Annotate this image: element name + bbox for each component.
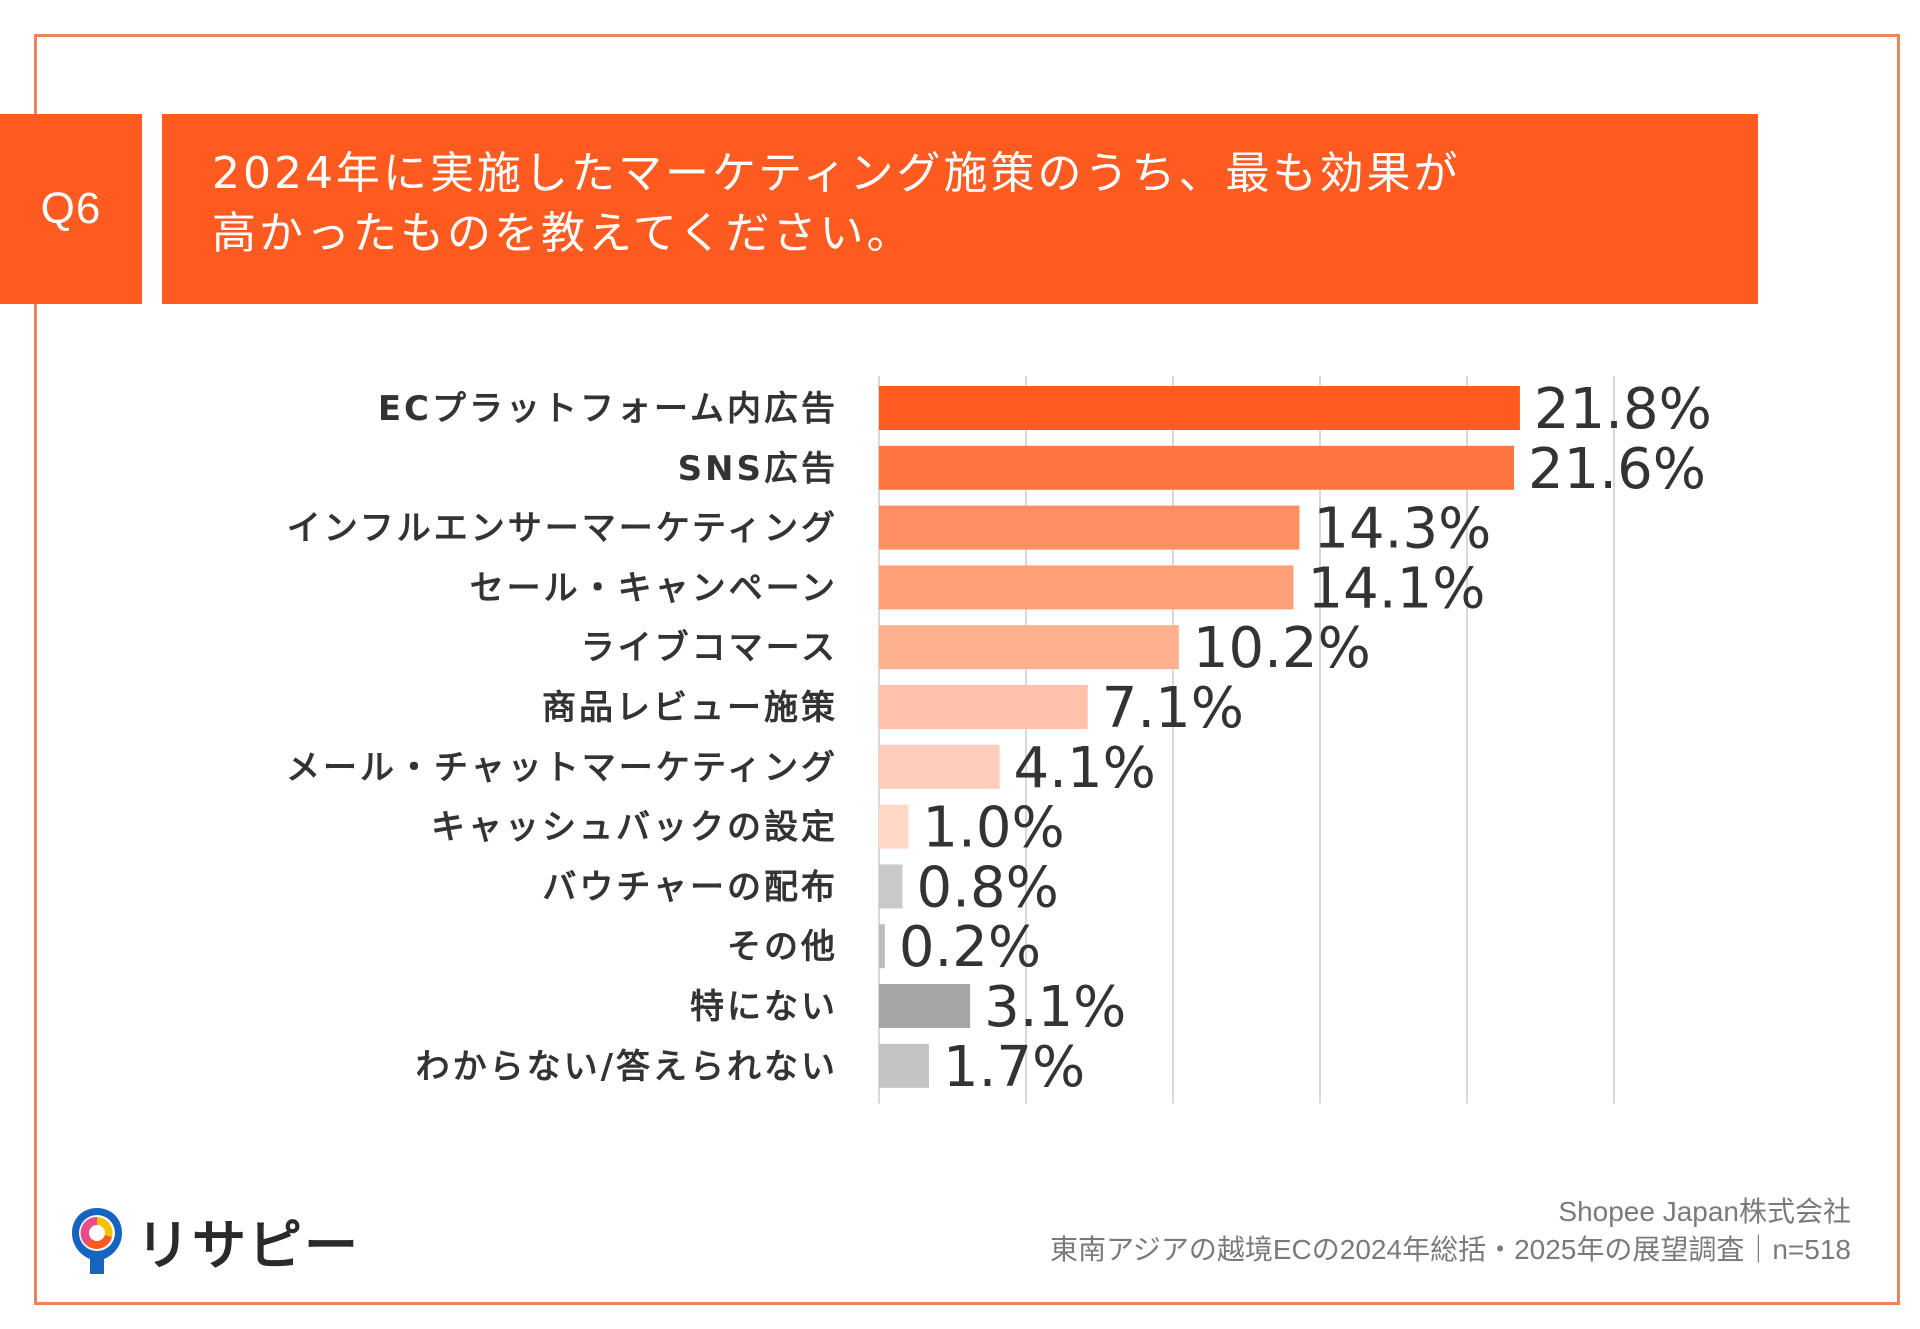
logo-text: リサピー	[136, 1213, 360, 1277]
value-label: 21.8%	[1534, 377, 1712, 442]
bar	[879, 625, 1179, 670]
category-label: 商品レビュー施策	[542, 688, 838, 728]
value-label: 14.3%	[1313, 497, 1491, 562]
value-label: 3.1%	[984, 975, 1126, 1040]
grid-lines	[878, 376, 1615, 1104]
bar	[879, 685, 1088, 729]
bar	[879, 984, 971, 1028]
value-label: 0.2%	[899, 915, 1041, 980]
value-label: 1.0%	[922, 796, 1064, 861]
category-label: ECプラットフォーム内広告	[378, 389, 838, 429]
category-label: 特にない	[690, 987, 838, 1027]
pin-logo-icon	[72, 1208, 122, 1274]
bar	[879, 565, 1294, 610]
value-label: 14.1%	[1308, 556, 1486, 621]
category-label: SNS広告	[678, 449, 838, 489]
bar	[879, 804, 909, 849]
category-label: わからない/答えられない	[416, 1047, 838, 1087]
bars	[879, 386, 1520, 1088]
category-label: メール・チャットマーケティング	[286, 748, 838, 788]
source-survey: 東南アジアの越境ECの2024年総括・2025年の展望調査｜n=518	[1050, 1234, 1851, 1265]
category-label: その他	[727, 927, 838, 967]
category-label: ライブコマース	[581, 628, 838, 668]
category-label: キャッシュバックの設定	[431, 808, 838, 848]
bar	[879, 744, 1000, 789]
bar	[879, 1043, 929, 1088]
value-labels: 21.8%21.6% 14.3%14.1%10.2%7.1%4.1%1.0%0.8…	[899, 377, 1712, 1100]
bar	[879, 864, 903, 909]
page-frame	[34, 34, 1900, 1305]
risapi-logo: リサピー	[68, 1204, 360, 1277]
value-label: 10.2%	[1193, 616, 1371, 681]
question-banner: 2024年に実施したマーケティング施策のうち、最も効果が 高かったものを教えてく…	[162, 114, 1758, 304]
question-text: 2024年に実施したマーケティング施策のうち、最も効果が 高かったものを教えてく…	[212, 148, 1461, 259]
category-label: バウチャーの配布	[542, 867, 838, 907]
value-label: 7.1%	[1102, 676, 1244, 741]
bar	[879, 445, 1515, 490]
bar	[879, 505, 1300, 550]
value-label: 21.6%	[1528, 437, 1706, 502]
source-credit: Shopee Japan株式会社 東南アジアの越境ECの2024年総括・2025…	[1050, 1193, 1851, 1269]
question-number: Q6	[0, 114, 142, 304]
value-label: 4.1%	[1014, 736, 1156, 801]
value-label: 0.8%	[917, 855, 1059, 920]
bar	[879, 386, 1520, 430]
category-label: セール・キャンペーン	[470, 568, 838, 608]
category-labels: ECプラットフォーム内広告 SNS広告インフルエンサーマーケティングセール・キャン…	[286, 389, 838, 1087]
category-label: インフルエンサーマーケティング	[287, 509, 838, 549]
source-company: Shopee Japan株式会社	[1558, 1196, 1851, 1227]
bar	[879, 924, 885, 969]
value-label: 1.7%	[943, 1035, 1085, 1100]
